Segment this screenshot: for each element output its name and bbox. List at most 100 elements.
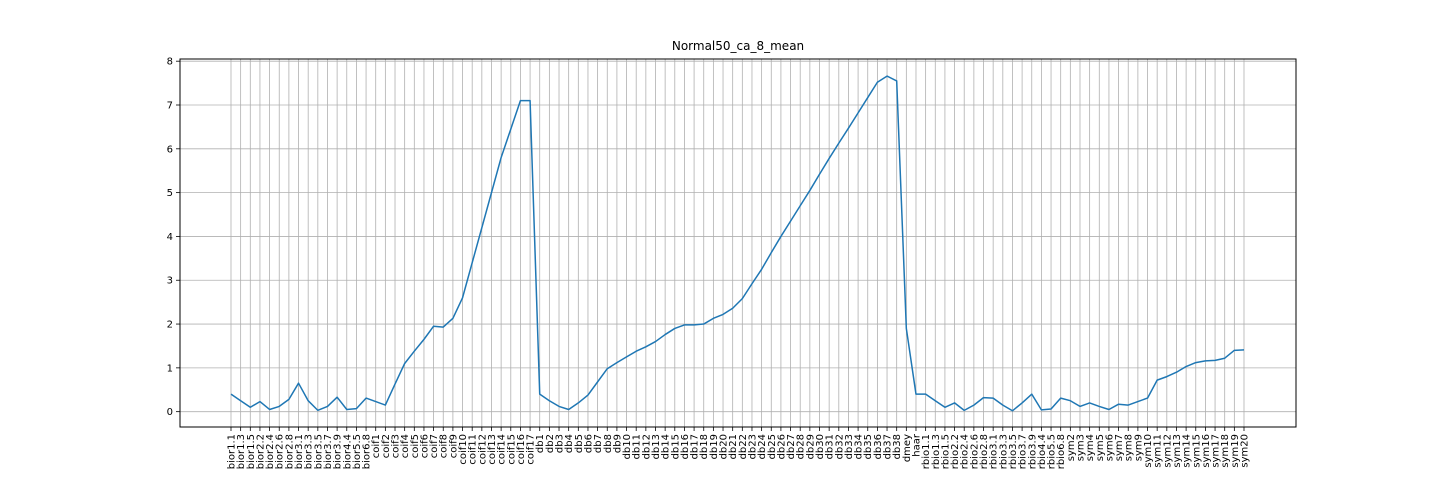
x-tick-label: coif12 bbox=[477, 434, 488, 465]
x-tick-label: db1 bbox=[535, 434, 546, 453]
x-tick-label: sym18 bbox=[1220, 434, 1231, 468]
data-series bbox=[230, 75, 1245, 412]
x-tick-label: rbio2.4 bbox=[960, 434, 971, 469]
y-tick-label: 0 bbox=[167, 407, 173, 418]
x-tick-label: dmey bbox=[902, 434, 913, 462]
x-tick-label: bior2.6 bbox=[275, 434, 286, 469]
x-tick-label: db19 bbox=[709, 434, 720, 459]
x-tick-label: db18 bbox=[699, 434, 710, 459]
y-tick-label: 8 bbox=[167, 57, 173, 68]
x-tick-label: sym20 bbox=[1240, 434, 1251, 468]
x-tick-label: db16 bbox=[680, 434, 691, 459]
x-tick-label: sym3 bbox=[1075, 434, 1086, 461]
x-tick-label: bior2.2 bbox=[255, 434, 266, 469]
x-tick-label: coif15 bbox=[506, 434, 517, 465]
x-tick-label: db27 bbox=[786, 434, 797, 459]
x-tick-label: db36 bbox=[873, 434, 884, 459]
y-axis: 0 1 2 3 4 5 6 7 8 bbox=[167, 57, 180, 418]
y-tick-label: 6 bbox=[167, 144, 173, 155]
x-tick-label: rbio1.1 bbox=[921, 434, 932, 469]
x-tick-label: coif10 bbox=[458, 434, 469, 465]
x-tick-label: coif5 bbox=[410, 434, 421, 458]
x-tick-label: coif3 bbox=[391, 434, 402, 458]
x-tick-label: db3 bbox=[555, 434, 566, 453]
chart-title: Normal50_ca_8_mean bbox=[672, 39, 804, 53]
x-tick-label: coif7 bbox=[429, 434, 440, 458]
x-tick-label: coif6 bbox=[419, 434, 430, 458]
x-tick-label: rbio3.1 bbox=[989, 434, 1000, 469]
x-tick-label: coif2 bbox=[381, 434, 392, 458]
x-tick-label: db13 bbox=[651, 434, 662, 459]
x-tick-label: rbio3.3 bbox=[998, 434, 1009, 469]
x-tick-label: db30 bbox=[815, 434, 826, 459]
y-tick-label: 4 bbox=[167, 232, 173, 243]
x-tick-label: db20 bbox=[719, 434, 730, 459]
x-tick-label: db26 bbox=[776, 434, 787, 459]
x-tick-label: db37 bbox=[883, 434, 894, 459]
x-tick-label: bior1.3 bbox=[236, 434, 247, 469]
x-tick-label: coif14 bbox=[497, 434, 508, 465]
x-tick-label: db25 bbox=[767, 434, 778, 459]
x-tick-label: db32 bbox=[834, 434, 845, 459]
x-tick-label: rbio5.5 bbox=[1047, 434, 1058, 469]
y-tick-label: 3 bbox=[167, 276, 173, 287]
x-tick-label: db17 bbox=[690, 434, 701, 459]
x-tick-label: bior6.8 bbox=[362, 434, 373, 469]
x-tick-label: bior3.7 bbox=[323, 434, 334, 469]
x-tick-label: sym13 bbox=[1172, 434, 1183, 468]
x-tick-label: coif4 bbox=[400, 434, 411, 458]
x-tick-label: rbio3.7 bbox=[1018, 434, 1029, 469]
x-tick-label: db9 bbox=[612, 434, 623, 453]
x-tick-label: db2 bbox=[545, 434, 556, 453]
y-tick-label: 7 bbox=[167, 101, 173, 112]
x-tick-label: db38 bbox=[892, 434, 903, 459]
x-tick-label: sym10 bbox=[1143, 434, 1154, 468]
x-tick-label: db10 bbox=[622, 434, 633, 459]
x-tick-label: sym9 bbox=[1133, 434, 1144, 461]
x-tick-label: bior5.5 bbox=[352, 434, 363, 469]
x-tick-label: bior1.1 bbox=[227, 434, 238, 469]
x-tick-label: coif1 bbox=[371, 434, 382, 458]
x-tick-label: db14 bbox=[661, 434, 672, 459]
x-tick-label: rbio2.2 bbox=[950, 434, 961, 469]
y-tick-label: 2 bbox=[167, 320, 173, 331]
x-tick-label: rbio6.8 bbox=[1056, 434, 1067, 469]
x-tick-label: coif9 bbox=[448, 434, 459, 458]
x-tick-label: db7 bbox=[593, 434, 604, 453]
x-tick-label: coif8 bbox=[439, 434, 450, 458]
x-tick-label: db24 bbox=[757, 434, 768, 459]
plot-frame bbox=[179, 58, 1297, 428]
x-tick-label: coif17 bbox=[526, 434, 537, 465]
x-tick-label: sym16 bbox=[1201, 434, 1212, 468]
x-tick-label: db22 bbox=[738, 434, 749, 459]
x-tick-label: db8 bbox=[603, 434, 614, 453]
x-tick-label: sym14 bbox=[1182, 434, 1193, 468]
y-tick-label: 1 bbox=[167, 363, 173, 374]
x-tick-label: rbio2.6 bbox=[969, 434, 980, 469]
x-tick-label: db35 bbox=[863, 434, 874, 459]
x-tick-label: rbio1.3 bbox=[931, 434, 942, 469]
x-tick-label: db31 bbox=[825, 434, 836, 459]
x-tick-label: db15 bbox=[670, 434, 681, 459]
x-tick-label: rbio1.5 bbox=[940, 434, 951, 469]
x-tick-label: bior2.8 bbox=[284, 434, 295, 469]
x-tick-label: bior2.4 bbox=[265, 434, 276, 469]
x-tick-label: sym4 bbox=[1085, 434, 1096, 461]
x-tick-label: sym17 bbox=[1211, 434, 1222, 468]
x-axis: bior1.1bior1.3bior1.5bior2.2bior2.4bior2… bbox=[227, 427, 1251, 469]
x-tick-label: rbio2.8 bbox=[979, 434, 990, 469]
x-tick-label: sym8 bbox=[1124, 434, 1135, 461]
x-tick-label: db6 bbox=[583, 434, 594, 453]
grid-lines bbox=[180, 59, 1296, 427]
x-tick-label: db4 bbox=[564, 434, 575, 453]
x-tick-label: sym15 bbox=[1191, 434, 1202, 468]
x-tick-label: db12 bbox=[641, 434, 652, 459]
x-tick-label: sym7 bbox=[1114, 434, 1125, 461]
x-tick-label: bior1.5 bbox=[246, 434, 257, 469]
x-tick-label: bior3.5 bbox=[313, 434, 324, 469]
x-tick-label: haar bbox=[911, 433, 922, 457]
x-tick-label: rbio3.9 bbox=[1027, 434, 1038, 469]
x-tick-label: db34 bbox=[854, 434, 865, 459]
x-tick-label: db33 bbox=[844, 434, 855, 459]
x-tick-label: db23 bbox=[747, 434, 758, 459]
